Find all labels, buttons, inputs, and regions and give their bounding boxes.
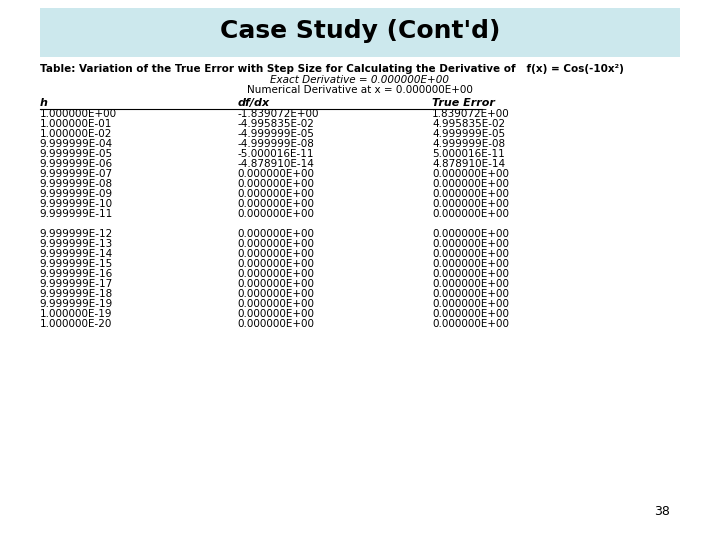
Text: 0.000000E+00: 0.000000E+00: [238, 299, 315, 309]
Text: 5.000016E-11: 5.000016E-11: [432, 149, 505, 159]
Text: 9.999999E-19: 9.999999E-19: [40, 299, 113, 309]
Text: 9.999999E-15: 9.999999E-15: [40, 259, 113, 269]
Text: 0.000000E+00: 0.000000E+00: [432, 189, 509, 199]
Text: 0.000000E+00: 0.000000E+00: [432, 279, 509, 289]
Text: h: h: [40, 98, 48, 107]
Text: 9.999999E-10: 9.999999E-10: [40, 199, 113, 209]
Text: 0.000000E+00: 0.000000E+00: [238, 279, 315, 289]
Text: 9.999999E-11: 9.999999E-11: [40, 209, 113, 219]
Text: 0.000000E+00: 0.000000E+00: [432, 199, 509, 209]
Text: 0.000000E+00: 0.000000E+00: [238, 289, 315, 299]
Text: 0.000000E+00: 0.000000E+00: [432, 229, 509, 239]
Text: 1.000000E-20: 1.000000E-20: [40, 319, 112, 329]
Text: 0.000000E+00: 0.000000E+00: [238, 229, 315, 239]
Text: Case Study (Cont'd): Case Study (Cont'd): [220, 19, 500, 43]
Text: 0.000000E+00: 0.000000E+00: [432, 299, 509, 309]
Text: 0.000000E+00: 0.000000E+00: [238, 209, 315, 219]
Text: 9.999999E-16: 9.999999E-16: [40, 269, 113, 279]
Text: 0.000000E+00: 0.000000E+00: [238, 269, 315, 279]
Text: 9.999999E-14: 9.999999E-14: [40, 249, 113, 259]
Text: 0.000000E+00: 0.000000E+00: [238, 249, 315, 259]
Text: 9.999999E-13: 9.999999E-13: [40, 239, 113, 249]
Text: 0.000000E+00: 0.000000E+00: [238, 169, 315, 179]
Text: 1.000000E-02: 1.000000E-02: [40, 129, 112, 139]
Text: 9.999999E-09: 9.999999E-09: [40, 189, 113, 199]
Text: 9.999999E-05: 9.999999E-05: [40, 149, 113, 159]
Text: 1.000000E-01: 1.000000E-01: [40, 119, 112, 129]
Text: 0.000000E+00: 0.000000E+00: [432, 249, 509, 259]
Text: 0.000000E+00: 0.000000E+00: [238, 319, 315, 329]
Text: 9.999999E-12: 9.999999E-12: [40, 229, 113, 239]
Text: 4.878910E-14: 4.878910E-14: [432, 159, 505, 169]
Text: 0.000000E+00: 0.000000E+00: [238, 309, 315, 319]
Text: 9.999999E-04: 9.999999E-04: [40, 139, 113, 149]
Text: 38: 38: [654, 505, 670, 518]
Text: 0.000000E+00: 0.000000E+00: [238, 179, 315, 189]
Text: 0.000000E+00: 0.000000E+00: [432, 179, 509, 189]
Text: 9.999999E-07: 9.999999E-07: [40, 169, 113, 179]
Text: 0.000000E+00: 0.000000E+00: [238, 239, 315, 249]
Text: 0.000000E+00: 0.000000E+00: [238, 199, 315, 209]
Text: 0.000000E+00: 0.000000E+00: [432, 309, 509, 319]
Text: 0.000000E+00: 0.000000E+00: [238, 259, 315, 269]
Text: 4.999999E-05: 4.999999E-05: [432, 129, 505, 139]
Text: 1.000000E+00: 1.000000E+00: [40, 109, 117, 119]
Text: 0.000000E+00: 0.000000E+00: [432, 319, 509, 329]
Text: 0.000000E+00: 0.000000E+00: [432, 239, 509, 249]
Text: 1.839072E+00: 1.839072E+00: [432, 109, 510, 119]
Text: 4.999999E-08: 4.999999E-08: [432, 139, 505, 149]
Text: -5.000016E-11: -5.000016E-11: [238, 149, 314, 159]
Text: 9.999999E-08: 9.999999E-08: [40, 179, 113, 189]
Text: 4.995835E-02: 4.995835E-02: [432, 119, 505, 129]
Text: 9.999999E-18: 9.999999E-18: [40, 289, 113, 299]
Text: True Error: True Error: [432, 98, 495, 107]
Text: 0.000000E+00: 0.000000E+00: [432, 289, 509, 299]
Text: -4.878910E-14: -4.878910E-14: [238, 159, 315, 169]
Text: Table: Variation of the True Error with Step Size for Calculating the Derivative: Table: Variation of the True Error with …: [40, 64, 624, 73]
Text: 9.999999E-06: 9.999999E-06: [40, 159, 113, 169]
Text: -4.999999E-05: -4.999999E-05: [238, 129, 315, 139]
Text: -4.995835E-02: -4.995835E-02: [238, 119, 315, 129]
Text: 0.000000E+00: 0.000000E+00: [432, 269, 509, 279]
Text: 0.000000E+00: 0.000000E+00: [432, 209, 509, 219]
Text: 9.999999E-17: 9.999999E-17: [40, 279, 113, 289]
Text: -1.839072E+00: -1.839072E+00: [238, 109, 319, 119]
Text: Exact Derivative = 0.000000E+00: Exact Derivative = 0.000000E+00: [271, 75, 449, 85]
Text: Numerical Derivative at x = 0.000000E+00: Numerical Derivative at x = 0.000000E+00: [247, 85, 473, 95]
Text: df/dx: df/dx: [238, 98, 270, 107]
Text: 1.000000E-19: 1.000000E-19: [40, 309, 112, 319]
Text: -4.999999E-08: -4.999999E-08: [238, 139, 315, 149]
Text: 0.000000E+00: 0.000000E+00: [432, 169, 509, 179]
Text: 0.000000E+00: 0.000000E+00: [432, 259, 509, 269]
Text: 0.000000E+00: 0.000000E+00: [238, 189, 315, 199]
